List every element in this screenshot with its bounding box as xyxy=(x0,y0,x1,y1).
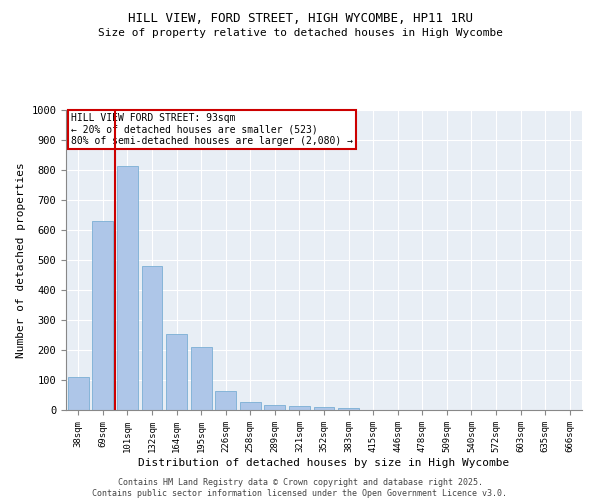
Y-axis label: Number of detached properties: Number of detached properties xyxy=(16,162,26,358)
Text: HILL VIEW FORD STREET: 93sqm
← 20% of detached houses are smaller (523)
80% of s: HILL VIEW FORD STREET: 93sqm ← 20% of de… xyxy=(71,113,353,146)
Bar xyxy=(166,334,187,410)
Bar xyxy=(265,404,286,410)
X-axis label: Distribution of detached houses by size in High Wycombe: Distribution of detached houses by size … xyxy=(139,458,509,468)
Text: HILL VIEW, FORD STREET, HIGH WYCOMBE, HP11 1RU: HILL VIEW, FORD STREET, HIGH WYCOMBE, HP… xyxy=(128,12,473,26)
Bar xyxy=(191,347,212,410)
Bar xyxy=(68,377,89,410)
Bar xyxy=(289,406,310,410)
Bar xyxy=(142,266,163,410)
Bar xyxy=(92,221,113,410)
Bar xyxy=(314,408,334,410)
Bar xyxy=(240,402,261,410)
Text: Contains HM Land Registry data © Crown copyright and database right 2025.
Contai: Contains HM Land Registry data © Crown c… xyxy=(92,478,508,498)
Bar xyxy=(215,390,236,410)
Bar xyxy=(338,408,359,410)
Text: Size of property relative to detached houses in High Wycombe: Size of property relative to detached ho… xyxy=(97,28,503,38)
Bar xyxy=(117,166,138,410)
